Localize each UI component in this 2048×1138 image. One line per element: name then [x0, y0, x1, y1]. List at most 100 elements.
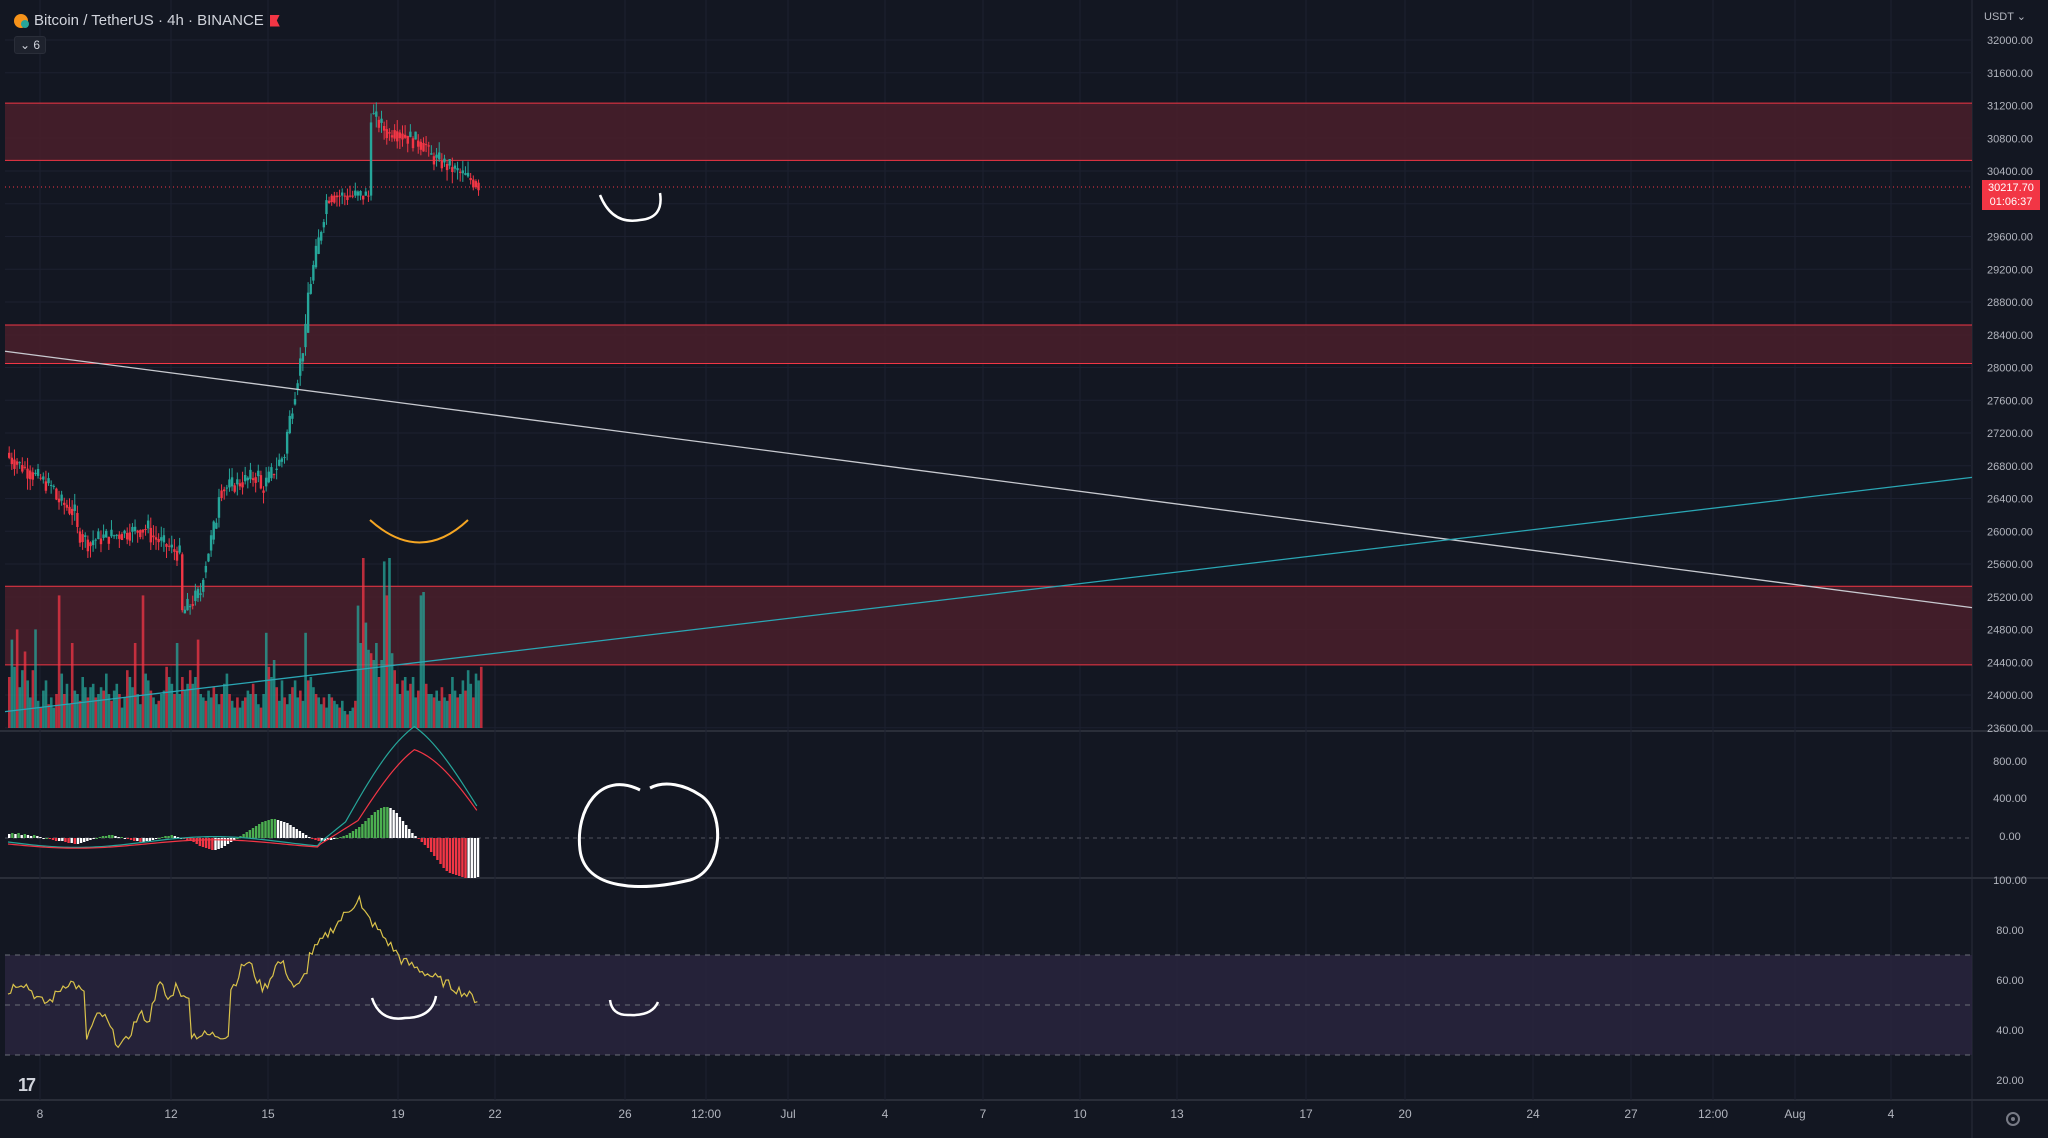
macd-histogram-bar	[42, 838, 45, 839]
volume-bar	[288, 694, 292, 728]
macd-histogram-bar	[286, 823, 289, 838]
symbol-title: Bitcoin / TetherUS · 4h · BINANCE	[34, 12, 264, 29]
time-tick-label: 22	[488, 1107, 502, 1121]
candle-body	[152, 535, 155, 538]
volume-bar	[448, 694, 452, 728]
volume-bar	[320, 704, 323, 728]
volume-bar	[375, 643, 378, 728]
candle-body	[388, 132, 391, 134]
candle-body	[390, 135, 394, 138]
volume-bar	[243, 697, 247, 728]
macd-histogram-bar	[83, 838, 86, 842]
macd-histogram-bar	[8, 834, 11, 838]
price-tick-label: 24400.00	[1987, 657, 2033, 669]
price-tick-label: 31600.00	[1987, 68, 2033, 80]
white-bracket-annotation	[598, 192, 662, 222]
candle-body	[178, 545, 181, 553]
price-tick-label: 30400.00	[1987, 166, 2033, 178]
volume-bar	[254, 694, 258, 728]
white-circle-annotation	[577, 782, 720, 888]
macd-histogram-bar	[158, 838, 161, 839]
candle-body	[233, 485, 236, 492]
volume-bar	[285, 704, 289, 728]
candle-body	[317, 237, 320, 254]
macd-histogram-bar	[151, 838, 155, 840]
volume-bar	[188, 670, 192, 728]
candle-body	[144, 529, 147, 531]
volume-bar	[330, 697, 334, 728]
macd-histogram-bar	[351, 831, 355, 838]
candle-body	[262, 490, 265, 493]
candle-body	[107, 536, 111, 544]
macd-histogram-bar	[254, 826, 258, 838]
volume-bar	[55, 694, 58, 728]
settings-icon[interactable]	[2006, 1112, 2020, 1126]
candle-body	[81, 534, 84, 543]
volume-bar	[73, 690, 77, 728]
candle-body	[68, 506, 71, 514]
tradingview-logo[interactable]: 17	[18, 1075, 36, 1095]
volume-bar	[136, 694, 140, 728]
macd-histogram-bar	[361, 824, 364, 838]
volume-bar	[49, 697, 53, 728]
volume-bar	[60, 673, 64, 728]
macd-histogram-bar	[317, 838, 320, 841]
volume-bar	[280, 680, 284, 728]
volume-bar	[233, 707, 237, 728]
macd-histogram-bar	[476, 838, 480, 877]
price-tick-label: 28800.00	[1987, 297, 2033, 309]
volume-bar	[86, 697, 90, 728]
macd-histogram-bar	[323, 838, 327, 841]
macd-histogram-bar	[45, 838, 48, 839]
volume-bar	[170, 683, 174, 728]
macd-histogram-bar	[129, 838, 133, 840]
candle-body	[430, 153, 433, 155]
candle-body	[196, 588, 200, 598]
resistance-zone	[5, 325, 1972, 364]
candle-body	[52, 485, 55, 487]
candle-body	[97, 531, 100, 540]
rsi-tick-label: 60.00	[1996, 975, 2024, 987]
macd-tick-label: 800.00	[1993, 756, 2027, 768]
candle-body	[372, 113, 375, 115]
macd-histogram-bar	[404, 825, 408, 838]
volume-bar	[314, 694, 318, 728]
macd-histogram-bar	[117, 837, 120, 838]
macd-histogram-bar	[417, 838, 420, 839]
candle-body	[246, 477, 250, 481]
candle-body	[340, 192, 344, 196]
macd-histogram-bar	[301, 833, 305, 838]
volume-bar	[351, 707, 355, 728]
candle-body	[448, 159, 451, 166]
candle-body	[338, 195, 341, 197]
volume-bar	[76, 694, 79, 728]
candle-body	[170, 544, 173, 548]
volume-bar	[199, 694, 203, 728]
indicator-toggle-button[interactable]: ⌄ 6	[14, 36, 47, 54]
volume-bar	[160, 694, 163, 728]
volume-bar	[411, 677, 415, 728]
candle-body	[99, 538, 103, 545]
volume-bar	[427, 694, 431, 728]
macd-histogram-bar	[242, 834, 245, 838]
candle-body	[466, 172, 470, 177]
price-tick-label: 25200.00	[1987, 592, 2033, 604]
rsi-line	[7, 894, 478, 1049]
flag-icon[interactable]	[269, 14, 280, 27]
macd-histogram-bar	[289, 825, 292, 838]
candle-body	[76, 513, 79, 527]
candle-body	[186, 598, 189, 611]
volume-bar	[181, 677, 184, 728]
candle-body	[225, 487, 229, 489]
macd-histogram-bar	[101, 836, 105, 838]
candle-body	[42, 476, 45, 480]
volume-bar	[414, 697, 418, 728]
currency-selector[interactable]: USDT ⌄	[1984, 11, 2027, 23]
volume-bar	[107, 694, 111, 728]
symbol-legend[interactable]: Bitcoin / TetherUS · 4h · BINANCE	[14, 12, 280, 29]
candle-body	[91, 540, 95, 546]
candle-body	[393, 130, 396, 139]
price-tick-label: 24000.00	[1987, 690, 2033, 702]
